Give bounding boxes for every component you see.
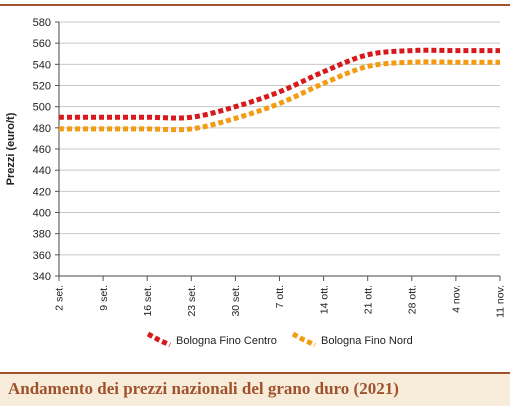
x-tick-label: 21 ott. [362, 285, 374, 314]
x-tick-label: 16 set. [142, 285, 154, 317]
x-tick-label: 14 ott. [318, 285, 330, 314]
caption-bar: Andamento dei prezzi nazionali del grano… [0, 372, 510, 406]
x-tick-label: 9 set. [98, 285, 110, 311]
y-tick-label: 360 [33, 250, 51, 262]
x-tick-label: 4 nov. [451, 285, 463, 313]
y-tick-label: 340 [33, 271, 51, 283]
y-tick-label: 420 [33, 186, 51, 198]
x-tick-labels: 2 set. 9 set. 16 set. 23 set. 30 set. 7 ott. 1… [54, 285, 507, 318]
y-tick-label: 440 [33, 165, 51, 177]
x-tick-label: 2 set. [54, 285, 66, 311]
legend-swatch-1 [146, 331, 172, 348]
y-tick-labels: 340 360 380 400 420 440 460 480 500 520 540 560 580 [33, 17, 51, 283]
y-tick-label: 400 [33, 208, 51, 220]
y-tick-label: 460 [33, 144, 51, 156]
top-rule [0, 4, 510, 6]
legend-label-1: Bologna Fino Centro [176, 335, 277, 347]
y-tick-label: 580 [33, 17, 51, 29]
legend: Bologna Fino Centro Bologna Fino Nord [146, 331, 413, 348]
axes [55, 21, 501, 281]
x-tick-label: 7 ott. [274, 285, 286, 308]
y-tick-label: 480 [33, 123, 51, 135]
x-tick-label: 28 ott. [406, 285, 418, 314]
y-tick-label: 500 [33, 102, 51, 114]
y-tick-label: 520 [33, 81, 51, 93]
series-lines [58, 47, 501, 133]
x-tick-label: 30 set. [230, 285, 242, 317]
y-axis-label: Prezzi (euro/t) [5, 112, 17, 185]
legend-swatch-2 [291, 331, 317, 348]
legend-label-2: Bologna Fino Nord [321, 335, 413, 347]
y-tick-label: 560 [33, 38, 51, 50]
chart-caption: Andamento dei prezzi nazionali del grano… [8, 379, 399, 398]
price-line-chart: 340360380400420440460480500520540560580 … [5, 17, 507, 348]
y-tick-label: 380 [33, 229, 51, 241]
y-tick-label: 540 [33, 59, 51, 71]
x-tick-label: 11 nov. [495, 285, 507, 318]
x-tick-label: 23 set. [186, 285, 198, 317]
